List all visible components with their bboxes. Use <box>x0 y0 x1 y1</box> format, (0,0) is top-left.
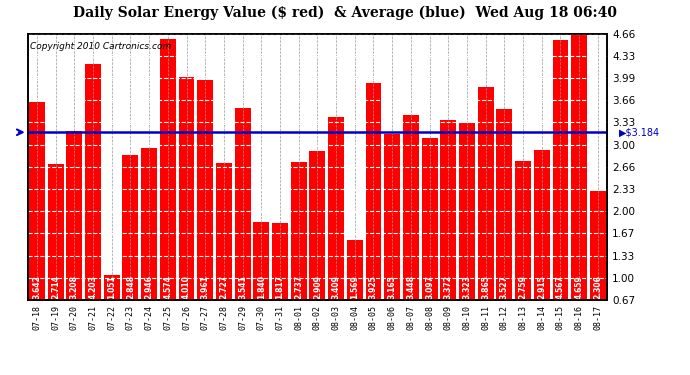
Bar <box>197 80 213 345</box>
Text: 2.759: 2.759 <box>519 275 528 298</box>
Bar <box>123 154 139 345</box>
Bar <box>440 120 456 345</box>
Text: 3.642: 3.642 <box>32 275 41 298</box>
Text: 2.727: 2.727 <box>219 274 228 298</box>
Text: 2.714: 2.714 <box>51 274 60 298</box>
Text: 1.051: 1.051 <box>107 275 116 298</box>
Bar <box>590 191 606 345</box>
Text: 3.097: 3.097 <box>425 274 434 298</box>
Bar <box>571 34 587 345</box>
Text: 3.372: 3.372 <box>444 274 453 298</box>
Text: 4.567: 4.567 <box>556 275 565 298</box>
Text: 4.659: 4.659 <box>575 275 584 298</box>
Text: 3.925: 3.925 <box>369 275 378 298</box>
Text: 1.569: 1.569 <box>351 275 359 298</box>
Text: 3.961: 3.961 <box>201 275 210 298</box>
Bar <box>48 164 63 345</box>
Text: 3.323: 3.323 <box>462 275 471 298</box>
Text: 4.203: 4.203 <box>88 275 97 298</box>
Text: 3.865: 3.865 <box>481 275 490 298</box>
Bar <box>496 110 512 345</box>
Bar <box>477 87 493 345</box>
Bar <box>384 134 400 345</box>
Bar <box>328 117 344 345</box>
Text: 2.848: 2.848 <box>126 274 135 298</box>
Bar <box>272 224 288 345</box>
Text: 4.574: 4.574 <box>164 275 172 298</box>
Bar <box>515 160 531 345</box>
Text: 3.409: 3.409 <box>332 275 341 298</box>
Text: 3.165: 3.165 <box>388 275 397 298</box>
Bar <box>366 83 382 345</box>
Bar <box>235 108 250 345</box>
Bar <box>179 77 195 345</box>
Text: Daily Solar Energy Value ($ red)  & Average (blue)  Wed Aug 18 06:40: Daily Solar Energy Value ($ red) & Avera… <box>73 6 617 20</box>
Text: 2.909: 2.909 <box>313 275 322 298</box>
Bar <box>104 274 119 345</box>
Text: 3.527: 3.527 <box>500 275 509 298</box>
Bar <box>253 222 269 345</box>
Bar <box>403 115 419 345</box>
Bar <box>422 138 437 345</box>
Bar <box>534 150 550 345</box>
Bar <box>29 102 45 345</box>
Bar <box>216 163 232 345</box>
Bar <box>290 162 306 345</box>
Bar <box>66 130 82 345</box>
Bar <box>347 240 363 345</box>
Text: 2.915: 2.915 <box>538 275 546 298</box>
Text: ▶$3.184: ▶$3.184 <box>619 127 660 137</box>
Bar <box>160 39 176 345</box>
Text: Copyright 2010 Cartronics.com: Copyright 2010 Cartronics.com <box>30 42 172 51</box>
Text: 1.840: 1.840 <box>257 274 266 298</box>
Bar <box>553 40 569 345</box>
Text: 1.817: 1.817 <box>275 274 284 298</box>
Text: 3.541: 3.541 <box>238 275 247 298</box>
Text: 2.946: 2.946 <box>145 275 154 298</box>
Bar <box>309 151 326 345</box>
Text: 4.010: 4.010 <box>182 275 191 298</box>
Bar <box>459 123 475 345</box>
Bar <box>141 148 157 345</box>
Bar <box>85 64 101 345</box>
Text: 3.208: 3.208 <box>70 274 79 298</box>
Text: 2.737: 2.737 <box>294 274 303 298</box>
Text: 2.306: 2.306 <box>593 275 602 298</box>
Text: 3.448: 3.448 <box>406 274 415 298</box>
